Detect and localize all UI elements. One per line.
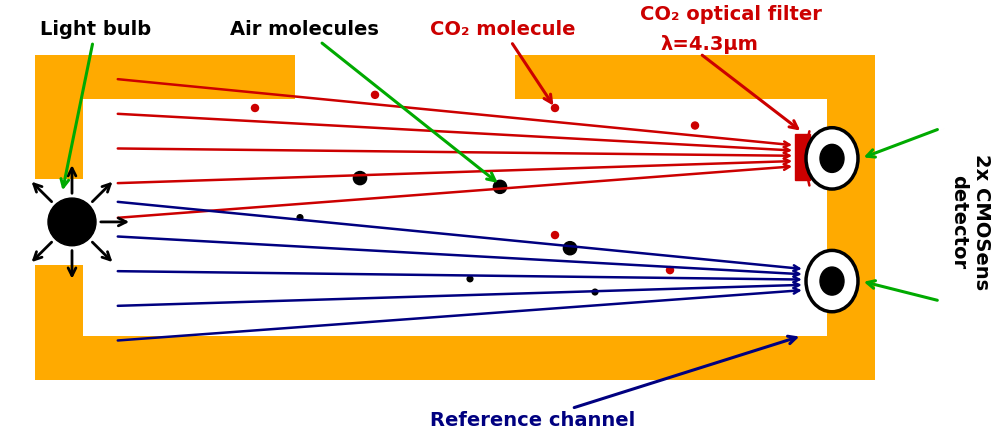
Circle shape: [48, 198, 96, 246]
Bar: [35, 336, 83, 380]
Circle shape: [691, 122, 699, 129]
Polygon shape: [35, 161, 83, 179]
Text: λ=4.3μm: λ=4.3μm: [660, 34, 758, 53]
Bar: [35, 56, 875, 380]
Circle shape: [251, 105, 259, 112]
Bar: [795, 134, 810, 180]
Text: 2x CMOSens
detector: 2x CMOSens detector: [950, 154, 990, 290]
Circle shape: [371, 91, 379, 98]
Circle shape: [666, 267, 674, 273]
Text: Air molecules: Air molecules: [230, 19, 495, 181]
Bar: [35, 56, 83, 179]
Text: Reference channel: Reference channel: [430, 336, 796, 430]
Circle shape: [563, 242, 577, 255]
Ellipse shape: [820, 267, 844, 295]
Circle shape: [493, 180, 507, 194]
Ellipse shape: [806, 128, 858, 189]
Bar: [295, 56, 515, 99]
Circle shape: [551, 105, 559, 112]
Circle shape: [592, 289, 598, 295]
Circle shape: [353, 172, 367, 185]
Text: CO₂ molecule: CO₂ molecule: [430, 19, 576, 103]
Circle shape: [551, 232, 559, 239]
Circle shape: [297, 215, 303, 220]
Text: CO₂ optical filter: CO₂ optical filter: [640, 5, 822, 24]
Bar: [35, 56, 83, 99]
Circle shape: [467, 276, 473, 282]
Bar: [83, 99, 827, 336]
Ellipse shape: [820, 144, 844, 172]
Ellipse shape: [806, 250, 858, 312]
Bar: [35, 265, 83, 380]
Bar: [35, 179, 85, 265]
Polygon shape: [35, 265, 83, 283]
Text: Light bulb: Light bulb: [40, 19, 151, 187]
